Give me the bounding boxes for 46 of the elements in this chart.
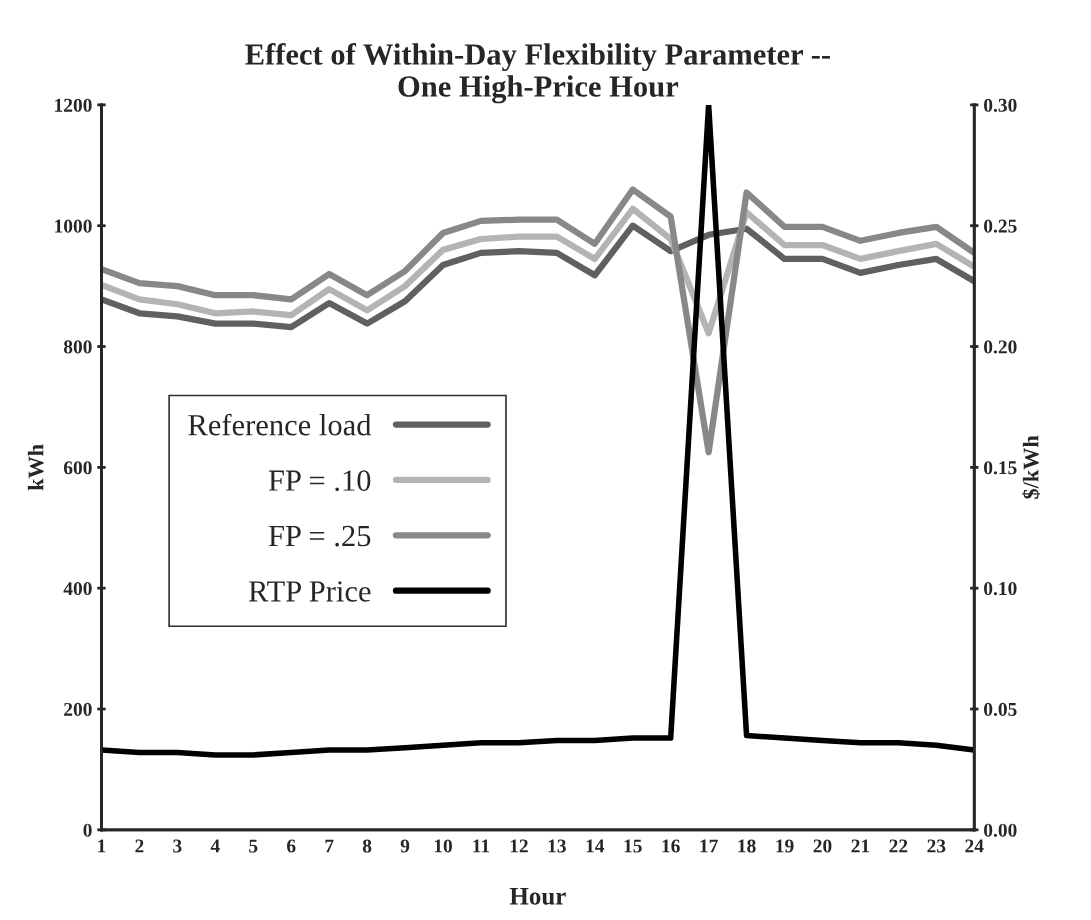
x-axis-title: Hour	[509, 888, 566, 905]
x-tick-label: 19	[776, 839, 794, 853]
x-tick-label: 12	[510, 839, 528, 853]
chart-title: Effect of Within-Day Flexibility Parameter -- One High-Price Hour	[245, 43, 830, 104]
x-tick-label: 17	[700, 839, 718, 853]
legend-label: FP = .10	[268, 470, 371, 492]
legend-label: RTP Price	[248, 581, 371, 602]
legend-label: Reference load	[188, 413, 372, 436]
y2-tick-label: 0.10	[984, 582, 1017, 596]
y-tick-label: 200	[64, 702, 92, 716]
x-tick-label: 18	[738, 839, 756, 853]
x-tick-label: 4	[210, 839, 220, 853]
x-tick-label: 14	[586, 839, 605, 853]
x-tick-label: 5	[249, 839, 258, 853]
x-tick-label: 7	[325, 839, 334, 853]
x-tick-label: 13	[548, 839, 566, 853]
y-tick-label: 0	[83, 823, 92, 837]
x-tick-label: 15	[624, 839, 642, 853]
x-tick-label: 21	[851, 839, 870, 853]
y2-tick-label: 0.20	[984, 340, 1017, 354]
x-tick-label: 22	[889, 839, 908, 853]
y-tick-label: 800	[63, 340, 92, 354]
y-tick-label: 1000	[55, 219, 92, 233]
x-tick-label: 2	[135, 839, 144, 853]
y2-tick-label: 0.05	[984, 702, 1017, 717]
x-tick-label: 23	[927, 839, 946, 853]
x-tick-label: 8	[362, 839, 372, 853]
y2-axis-title: $/kWh	[1022, 435, 1040, 499]
y2-tick-label: 0.25	[984, 219, 1017, 233]
x-tick-label: 1	[98, 839, 106, 853]
y-tick-label: 600	[63, 461, 92, 475]
x-tick-label: 16	[662, 839, 680, 853]
y2-tick-label: 0.15	[984, 461, 1017, 475]
x-tick-label: 20	[813, 839, 832, 853]
x-tick-label: 6	[287, 839, 296, 853]
x-tick-label: 11	[473, 839, 490, 853]
x-tick-label: 9	[400, 839, 410, 853]
y-axis-title: kWh	[27, 444, 44, 491]
legend-label: FP = .25	[268, 525, 371, 547]
y-tick-label: 400	[63, 582, 92, 596]
x-tick-label: 24	[965, 839, 984, 853]
y2-tick-label: 0.00	[984, 823, 1017, 837]
x-tick-label: 10	[434, 839, 452, 853]
x-tick-label: 3	[173, 839, 182, 853]
y-tick-label: 1200	[55, 98, 92, 112]
y2-tick-label: 0.30	[984, 98, 1017, 112]
